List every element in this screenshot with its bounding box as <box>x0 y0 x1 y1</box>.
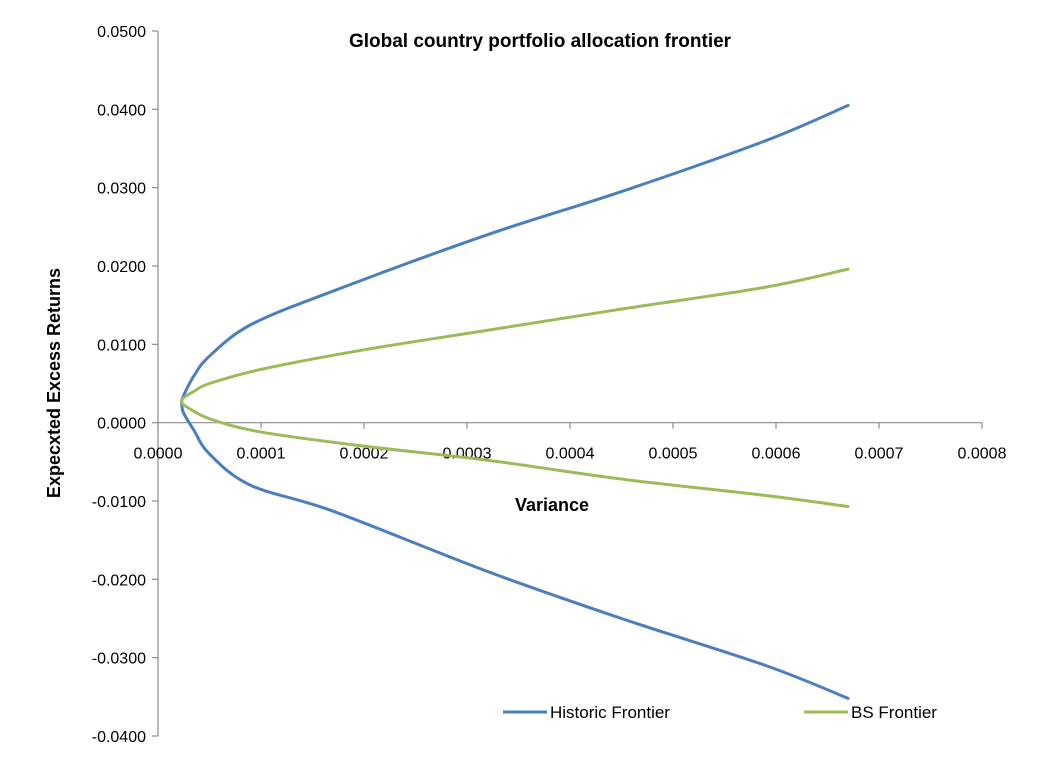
x-tick-label: 0.0002 <box>340 446 389 463</box>
x-tick-label: 0.0001 <box>237 446 286 463</box>
x-tick-label: 0.0008 <box>958 446 1007 463</box>
y-tick-label: -0.0300 <box>92 651 146 668</box>
y-tick-label: -0.0400 <box>92 729 146 746</box>
y-tick-label: 0.0300 <box>97 181 146 198</box>
x-tick-label: 0.0006 <box>752 446 801 463</box>
series-layer <box>180 103 850 700</box>
y-tick-label: 0.0000 <box>97 416 146 433</box>
y-tick-label: 0.0500 <box>97 24 146 41</box>
x-tick-label: 0.0007 <box>855 446 904 463</box>
y-tick-label: 0.0400 <box>97 102 146 119</box>
x-tick-label: 0.0005 <box>649 446 698 463</box>
y-tick-label: -0.0100 <box>92 494 146 511</box>
series-line-bs-frontier <box>180 267 850 508</box>
y-axis-title: Expecxted Excess Returns <box>44 268 64 498</box>
x-tick-label: 0.0004 <box>546 446 595 463</box>
legend-label-historic-frontier: Historic Frontier <box>550 703 670 722</box>
y-tick-label: 0.0100 <box>97 337 146 354</box>
legend-label-bs-frontier: BS Frontier <box>851 703 937 722</box>
x-axis-ticks: 0.0000 0.0001 0.0002 0.0003 0.0004 0.0005 0.00… <box>134 422 1007 463</box>
y-tick-label: 0.0200 <box>97 259 146 276</box>
y-tick-label: -0.0200 <box>92 572 146 589</box>
legend: Historic Frontier BS Frontier <box>503 703 937 722</box>
chart-title: Global country portfolio allocation fron… <box>349 31 732 52</box>
x-axis-title: Variance <box>515 495 589 515</box>
y-axis-ticks: 0.0500 0.0400 0.0300 0.0200 0.0100 0.0000 -0.0… <box>92 24 158 746</box>
x-tick-label: 0.0000 <box>134 446 183 463</box>
